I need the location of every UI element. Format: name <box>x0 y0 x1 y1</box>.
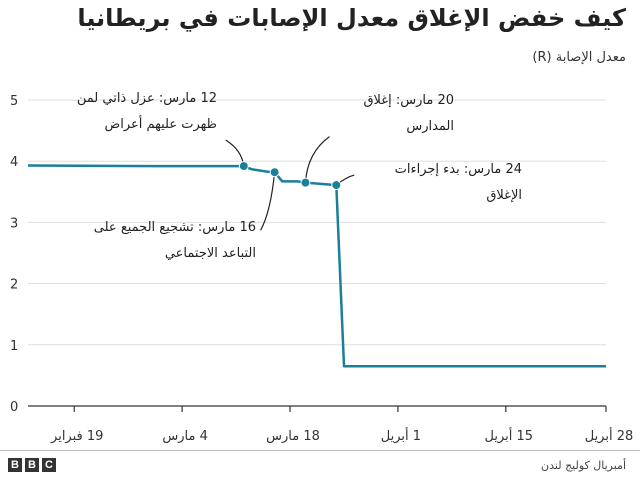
source-credit: أمبريال كوليج لندن <box>541 459 626 472</box>
annotation-lockdown: 24 مارس: بدء إجراءات الإغلاق <box>394 162 522 203</box>
annotation-school-closures: 20 مارس: إغلاق المدارس <box>363 93 454 134</box>
y-gridlines <box>28 99 606 346</box>
event-marker <box>300 177 311 188</box>
y-tick-label: 0 <box>10 400 18 415</box>
x-tick-label: 1 أبريل <box>381 427 421 444</box>
line-chart: 0 1 2 3 4 5 19 فبراير 4 مارس 18 مارس 1 أبريل 15 أ… <box>10 94 633 444</box>
x-tick-label: 19 فبراير <box>50 429 103 444</box>
y-tick-labels: 0 1 2 3 4 5 <box>10 94 18 415</box>
logo-letter: C <box>42 458 56 472</box>
x-tick-labels: 19 فبراير 4 مارس 18 مارس 1 أبريل 15 أبريل 28 … <box>50 427 633 444</box>
x-tick-label: 28 أبريل <box>585 427 634 444</box>
annotation-leader <box>260 172 276 231</box>
y-tick-label: 5 <box>10 94 18 109</box>
event-marker <box>269 167 280 178</box>
logo-letter: B <box>25 458 39 472</box>
x-tick-label: 18 مارس <box>266 429 320 444</box>
y-axis-label: معدل الإصابة (R) <box>532 50 626 65</box>
y-tick-label: 3 <box>10 216 18 231</box>
x-tick-label: 15 أبريل <box>485 427 534 444</box>
x-tick-label: 4 مارس <box>162 429 208 444</box>
y-tick-label: 1 <box>10 339 18 354</box>
annotation-self-isolation: 12 مارس: عزل ذاتي لمن ظهرت عليهم أعراض <box>76 91 217 132</box>
chart-title: كيف خفض الإغلاق معدل الإصابات في بريطاني… <box>77 4 626 32</box>
event-markers <box>238 161 342 191</box>
logo-letter: B <box>8 458 22 472</box>
annotation-leader <box>304 136 330 183</box>
x-axis <box>28 405 607 412</box>
footer-divider <box>0 450 640 451</box>
annotation-social-distancing: 16 مارس: تشجيع الجميع على التباعد الاجتم… <box>93 220 256 261</box>
y-tick-label: 2 <box>10 278 18 293</box>
event-marker <box>238 161 249 172</box>
bbc-logo: B B C <box>8 458 56 472</box>
event-marker <box>331 180 342 191</box>
y-tick-label: 4 <box>10 155 18 170</box>
